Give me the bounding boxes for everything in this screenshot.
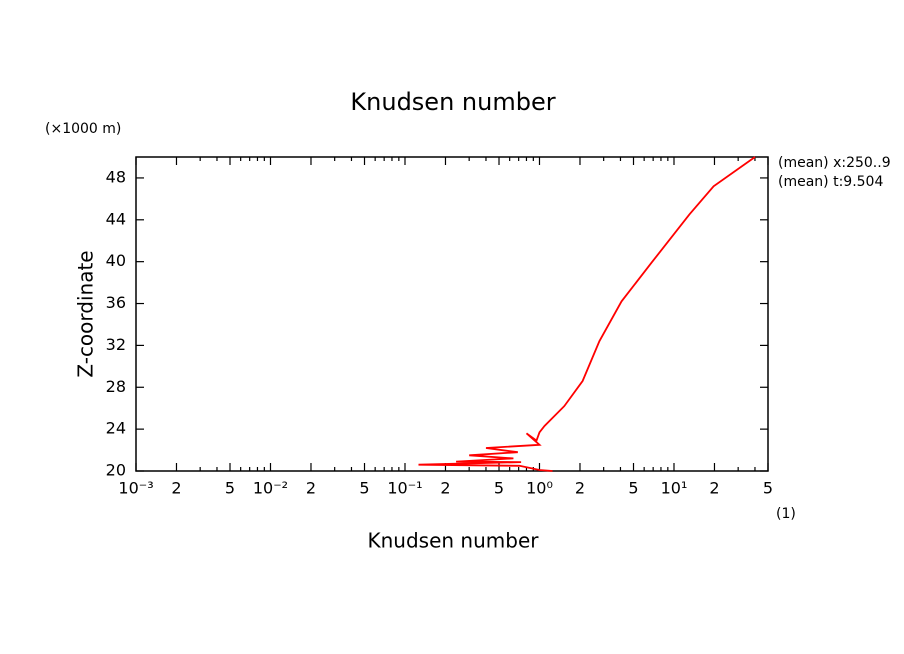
x-tick-label: 5: [494, 479, 504, 498]
y-tick-label: 44: [106, 209, 126, 228]
x-tick-label: 5: [225, 479, 235, 498]
plot-frame: [135, 156, 769, 472]
x-tick-label: 5: [628, 479, 638, 498]
x-unit: (1): [776, 506, 796, 522]
y-tick-label: 36: [106, 293, 126, 312]
x-tick-label: 2: [575, 479, 585, 498]
data-line: [418, 156, 756, 472]
x-axis-label: Knudsen number: [368, 529, 540, 553]
y-tick-label: 48: [106, 167, 126, 186]
x-tick-label: 5: [359, 479, 369, 498]
y-tick-label: 32: [106, 335, 126, 354]
x-tick-label: 10⁻²: [253, 479, 288, 498]
x-tick-label: 2: [709, 479, 719, 498]
x-tick-label: 10¹: [661, 479, 688, 498]
y-tick-label: 24: [106, 419, 126, 438]
x-tick-label: 10⁻³: [118, 479, 153, 498]
annotation: (mean) t:9.504: [778, 174, 883, 190]
annotation: (mean) x:250..9: [778, 155, 891, 171]
x-tick-label: 2: [440, 479, 450, 498]
y-tick-label: 20: [106, 461, 126, 480]
x-tick-label: 2: [171, 479, 181, 498]
x-tick-label: 2: [306, 479, 316, 498]
x-tick-label: 10⁻¹: [387, 479, 422, 498]
x-tick-label: 10⁰: [526, 479, 553, 498]
y-unit: (×1000 m): [45, 121, 121, 137]
chart-title: Knudsen number: [350, 88, 555, 116]
y-axis-label: Z-coordinate: [74, 250, 98, 377]
y-tick-label: 40: [106, 251, 126, 270]
y-tick-label: 28: [106, 377, 126, 396]
x-tick-label: 5: [763, 479, 773, 498]
